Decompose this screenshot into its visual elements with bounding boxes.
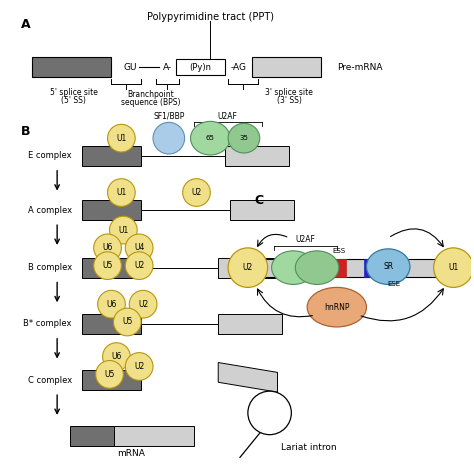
Circle shape bbox=[108, 179, 135, 206]
Text: Pre-mRNA: Pre-mRNA bbox=[337, 63, 383, 72]
Bar bbox=[114, 426, 193, 446]
Bar bbox=[176, 59, 225, 75]
Bar bbox=[82, 201, 141, 220]
Text: U1: U1 bbox=[448, 263, 458, 272]
Text: SR: SR bbox=[383, 262, 393, 271]
Bar bbox=[82, 370, 141, 390]
Bar bbox=[332, 259, 346, 276]
Text: U2: U2 bbox=[134, 261, 144, 270]
Text: U6: U6 bbox=[102, 243, 113, 252]
Text: U6: U6 bbox=[111, 352, 122, 361]
Text: -AG: -AG bbox=[230, 63, 246, 72]
Bar bbox=[218, 258, 283, 277]
Circle shape bbox=[125, 353, 153, 380]
Circle shape bbox=[113, 308, 141, 336]
Bar bbox=[32, 57, 111, 77]
Text: U2: U2 bbox=[191, 188, 201, 197]
Text: (3' SS): (3' SS) bbox=[277, 96, 302, 105]
Circle shape bbox=[182, 179, 210, 206]
Text: B* complex: B* complex bbox=[23, 319, 72, 328]
Text: C: C bbox=[255, 194, 264, 207]
Ellipse shape bbox=[366, 249, 410, 284]
Text: ESE: ESE bbox=[388, 282, 401, 287]
Text: Lariat intron: Lariat intron bbox=[282, 443, 337, 452]
Circle shape bbox=[94, 252, 121, 280]
Text: hnRNP: hnRNP bbox=[324, 303, 349, 312]
Text: GU: GU bbox=[123, 63, 137, 72]
Text: 65: 65 bbox=[206, 135, 215, 141]
Ellipse shape bbox=[272, 251, 315, 284]
Circle shape bbox=[108, 124, 135, 152]
Circle shape bbox=[125, 252, 153, 280]
Text: 35: 35 bbox=[239, 135, 248, 141]
Text: U5: U5 bbox=[104, 370, 115, 379]
Circle shape bbox=[228, 248, 268, 287]
Text: U5: U5 bbox=[122, 318, 133, 327]
Bar bbox=[218, 314, 283, 334]
Text: U5: U5 bbox=[102, 261, 113, 270]
Text: U2: U2 bbox=[134, 362, 144, 371]
Bar bbox=[82, 314, 141, 334]
Circle shape bbox=[94, 234, 121, 262]
Text: C complex: C complex bbox=[28, 376, 73, 385]
Text: (5' SS): (5' SS) bbox=[62, 96, 86, 105]
Text: 3' splice site: 3' splice site bbox=[265, 88, 313, 97]
Circle shape bbox=[434, 248, 473, 287]
Text: Polypyrimidine tract (PPT): Polypyrimidine tract (PPT) bbox=[147, 12, 274, 22]
Text: U1: U1 bbox=[116, 188, 127, 197]
Text: U2AF: U2AF bbox=[295, 236, 315, 245]
Bar bbox=[252, 57, 321, 77]
Ellipse shape bbox=[307, 287, 366, 327]
Text: SF1/BBP: SF1/BBP bbox=[153, 112, 184, 121]
Text: B complex: B complex bbox=[28, 263, 73, 272]
Text: mRNA: mRNA bbox=[118, 449, 145, 458]
Ellipse shape bbox=[295, 251, 339, 284]
Text: U4: U4 bbox=[134, 243, 145, 252]
Bar bbox=[82, 258, 141, 277]
Text: U2: U2 bbox=[138, 300, 148, 309]
Bar bbox=[70, 426, 114, 446]
Text: E complex: E complex bbox=[28, 152, 72, 161]
Bar bbox=[258, 259, 465, 276]
Circle shape bbox=[96, 361, 123, 388]
Bar bbox=[365, 259, 378, 276]
Circle shape bbox=[125, 234, 153, 262]
Polygon shape bbox=[218, 363, 277, 392]
Text: A: A bbox=[20, 18, 30, 31]
Text: (Py)n: (Py)n bbox=[190, 63, 211, 72]
Text: ESS: ESS bbox=[332, 248, 346, 254]
Circle shape bbox=[109, 216, 137, 244]
Circle shape bbox=[102, 343, 130, 370]
Text: U2AF: U2AF bbox=[217, 112, 237, 121]
Ellipse shape bbox=[228, 123, 260, 153]
Bar bbox=[225, 146, 290, 166]
Text: B: B bbox=[20, 125, 30, 138]
Text: sequence (BPS): sequence (BPS) bbox=[121, 98, 181, 107]
Ellipse shape bbox=[191, 121, 230, 155]
Ellipse shape bbox=[153, 122, 184, 154]
Circle shape bbox=[248, 391, 292, 435]
Text: A complex: A complex bbox=[28, 206, 72, 215]
Text: A-: A- bbox=[163, 63, 172, 72]
Text: Branchpoint: Branchpoint bbox=[128, 90, 174, 99]
Text: U2: U2 bbox=[243, 263, 253, 272]
Text: 5' splice site: 5' splice site bbox=[50, 88, 98, 97]
Bar bbox=[82, 146, 141, 166]
Text: U1: U1 bbox=[116, 134, 127, 143]
Circle shape bbox=[98, 291, 125, 318]
Text: U6: U6 bbox=[106, 300, 117, 309]
Text: U1: U1 bbox=[118, 226, 128, 235]
Circle shape bbox=[129, 291, 157, 318]
Bar bbox=[230, 201, 294, 220]
